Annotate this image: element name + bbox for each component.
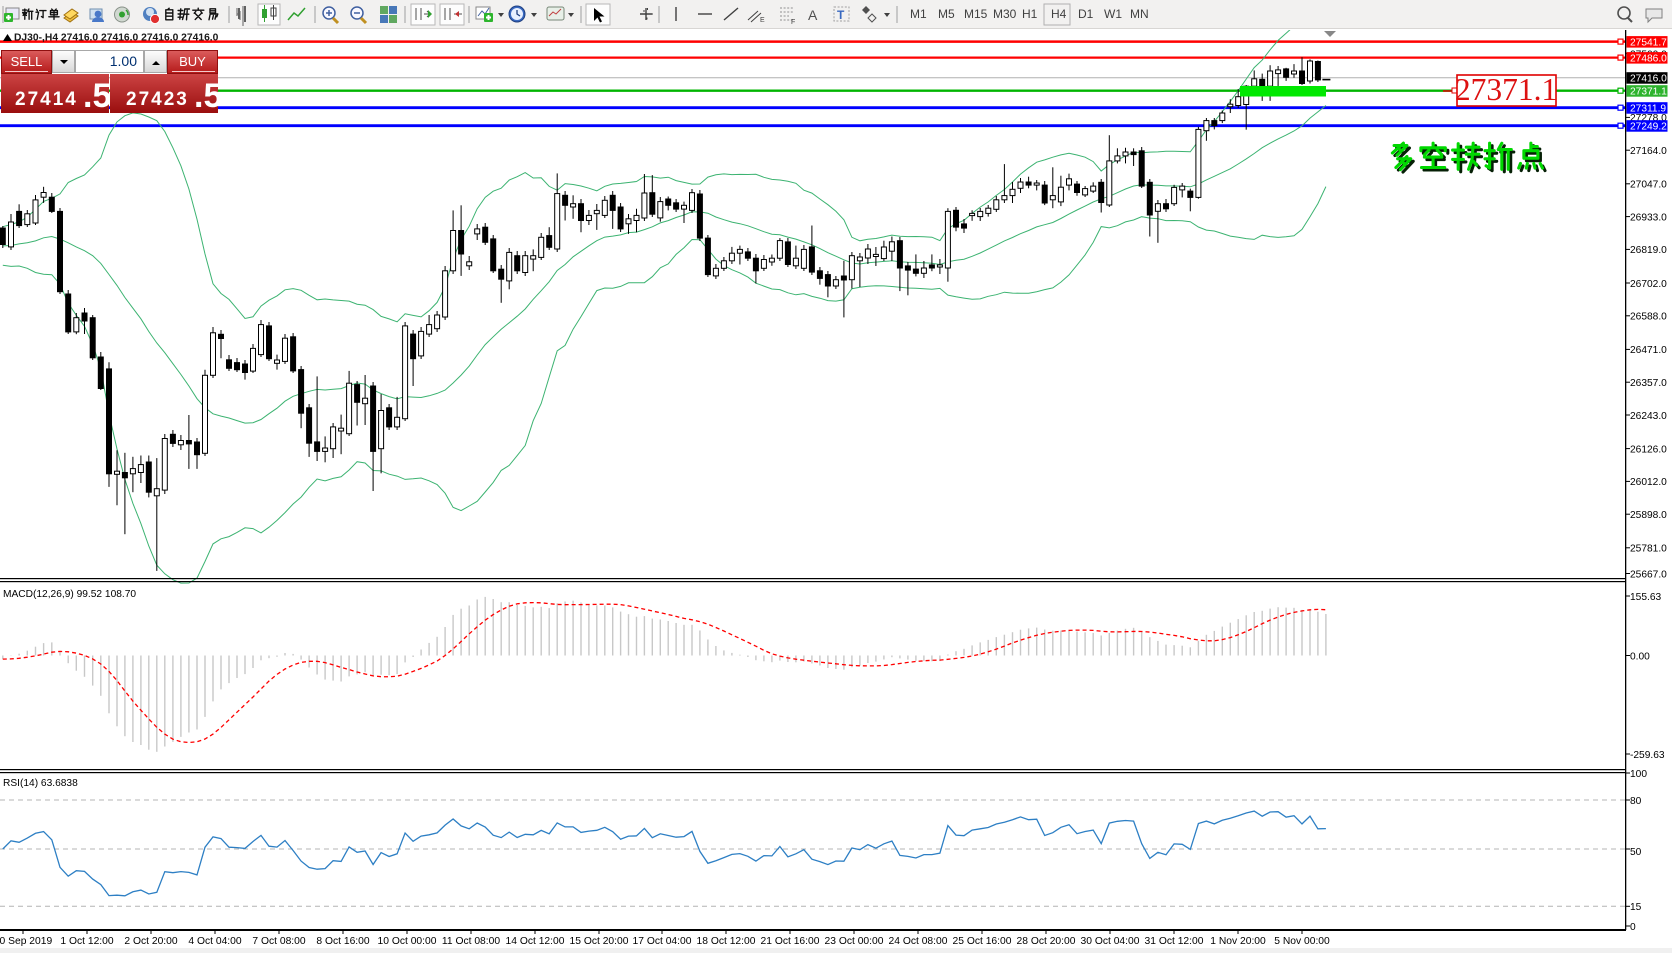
svg-text:RSI(14) 63.6838: RSI(14) 63.6838 [3,778,78,789]
svg-text:4 Oct 04:00: 4 Oct 04:00 [188,936,242,947]
svg-text:2 Oct 20:00: 2 Oct 20:00 [124,936,178,947]
svg-text:-259.63: -259.63 [1630,750,1665,761]
svg-text:11 Oct 08:00: 11 Oct 08:00 [442,936,500,947]
svg-text:F: F [791,19,795,26]
svg-text:30 Oct 04:00: 30 Oct 04:00 [1081,936,1140,947]
svg-text:E: E [760,17,765,24]
svg-text:14 Oct 12:00: 14 Oct 12:00 [506,936,565,947]
svg-text:M15: M15 [964,7,988,21]
svg-text:31 Oct 12:00: 31 Oct 12:00 [1145,936,1204,947]
svg-text:26471.0: 26471.0 [1630,345,1667,356]
svg-text:8 Oct 16:00: 8 Oct 16:00 [316,936,370,947]
svg-text:23 Oct 00:00: 23 Oct 00:00 [825,936,884,947]
svg-text:25781.0: 25781.0 [1630,544,1667,555]
svg-text:26588.0: 26588.0 [1630,312,1667,323]
svg-text:DJ30-,H4 27416.0 27416.0 2741: DJ30-,H4 27416.0 27416.0 27416.0 27416.0 [14,33,219,44]
svg-text:W1: W1 [1104,7,1122,21]
svg-text:27371.1: 27371.1 [1455,72,1557,107]
svg-text:17 Oct 04:00: 17 Oct 04:00 [633,936,692,947]
svg-text:26126.0: 26126.0 [1630,444,1667,455]
svg-text:0.00: 0.00 [1630,651,1650,662]
svg-text:100: 100 [1630,769,1647,780]
svg-text:30 Sep 2019: 30 Sep 2019 [0,936,52,947]
svg-text:T: T [837,8,845,22]
svg-text:27249.2: 27249.2 [1630,122,1667,133]
svg-text:15: 15 [1630,902,1642,913]
svg-text:27047.0: 27047.0 [1630,180,1667,191]
svg-text:25667.0: 25667.0 [1630,569,1667,580]
svg-text:26819.0: 26819.0 [1630,245,1667,256]
svg-text:50: 50 [1630,847,1642,858]
svg-text:M5: M5 [938,7,955,21]
svg-text:27416.0: 27416.0 [1630,74,1667,85]
svg-text:MACD(12,26,9) 99.52 108.70: MACD(12,26,9) 99.52 108.70 [3,589,136,600]
svg-text:27311.9: 27311.9 [1630,104,1666,115]
svg-text:26933.0: 26933.0 [1630,212,1667,223]
svg-text:27278.0: 27278.0 [1630,113,1667,124]
svg-text:26243.0: 26243.0 [1630,411,1667,422]
svg-text:27164.0: 27164.0 [1630,146,1667,157]
svg-text:1 Nov 20:00: 1 Nov 20:00 [1210,936,1266,947]
svg-text:10 Oct 00:00: 10 Oct 00:00 [378,936,437,947]
svg-text:0: 0 [1630,922,1636,933]
svg-text:27541.7: 27541.7 [1630,37,1667,48]
svg-text:M1: M1 [910,7,927,21]
svg-text:24 Oct 08:00: 24 Oct 08:00 [889,936,948,947]
svg-text:1 Oct 12:00: 1 Oct 12:00 [60,936,114,947]
svg-text:21 Oct 16:00: 21 Oct 16:00 [761,936,820,947]
svg-text:H4: H4 [1051,7,1067,21]
svg-text:27371.1: 27371.1 [1630,87,1667,98]
svg-text:80: 80 [1630,796,1642,807]
svg-text:18 Oct 12:00: 18 Oct 12:00 [697,936,756,947]
svg-text:26357.0: 26357.0 [1630,378,1667,389]
svg-text:25 Oct 16:00: 25 Oct 16:00 [953,936,1012,947]
svg-text:26702.0: 26702.0 [1630,279,1667,290]
svg-text:27486.0: 27486.0 [1630,53,1667,64]
svg-text:25898.0: 25898.0 [1630,510,1667,521]
svg-text:H1: H1 [1022,7,1038,21]
svg-text:26012.0: 26012.0 [1630,477,1667,488]
svg-text:15 Oct 20:00: 15 Oct 20:00 [570,936,629,947]
svg-text:5 Nov 00:00: 5 Nov 00:00 [1274,936,1330,947]
svg-text:M30: M30 [993,7,1017,21]
svg-text:7 Oct 08:00: 7 Oct 08:00 [252,936,306,947]
svg-text:D1: D1 [1078,7,1094,21]
svg-text:A: A [808,7,818,23]
svg-text:155.63: 155.63 [1630,592,1661,603]
svg-text:28 Oct 20:00: 28 Oct 20:00 [1017,936,1076,947]
svg-text:MN: MN [1130,7,1149,21]
